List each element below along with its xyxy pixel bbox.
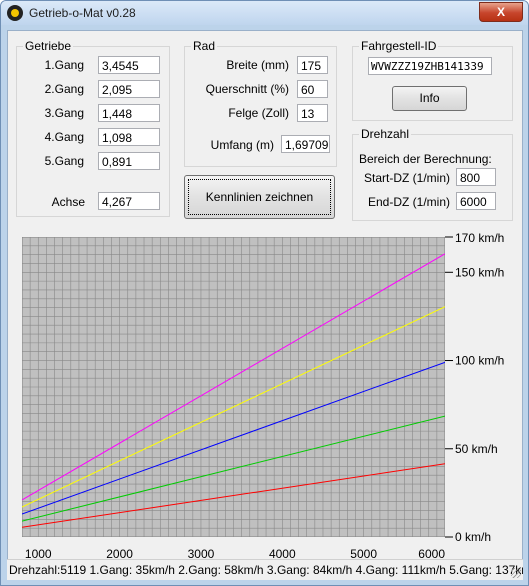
gear-2-label: 2.Gang — [44, 82, 84, 96]
kennlinien-zeichnen-button[interactable]: Kennlinien zeichnen — [184, 175, 335, 219]
x-tick-label: 4000 — [269, 547, 296, 560]
gear-2-input[interactable]: 2,095 — [98, 80, 160, 98]
getriebe-legend: Getriebe — [25, 39, 72, 53]
achse-label: Achse — [51, 195, 85, 209]
x-axis-labels: 1000 2000 3000 4000 5000 6000 — [25, 547, 445, 560]
bereich-label: Bereich der Berechnung: — [359, 152, 492, 166]
chart-axis-labels: 1000 2000 3000 4000 5000 6000 0 km/h 50 km/h 10… — [25, 231, 504, 560]
rad-legend: Rad — [193, 39, 216, 53]
rad-group: Rad — [184, 39, 337, 167]
y-tick-label: 50 km/h — [455, 442, 498, 456]
x-tick-label: 6000 — [418, 547, 445, 560]
resize-grip[interactable] — [511, 568, 521, 578]
breite-label: Breite (mm) — [226, 58, 289, 72]
speed-chart — [22, 237, 445, 537]
app-logo-icon — [7, 5, 23, 21]
start-dz-input[interactable]: 800 — [456, 168, 496, 186]
x-tick-label: 3000 — [188, 547, 215, 560]
end-dz-input[interactable]: 6000 — [456, 192, 496, 210]
fahrgestell-group: Fahrgestell-ID — [352, 39, 513, 121]
querschnitt-label: Querschnitt (%) — [205, 82, 289, 96]
status-bar: Drehzahl:5119 1.Gang: 35km/h 2.Gang: 58k… — [7, 559, 523, 580]
series-line-5 — [22, 253, 445, 501]
gear-5-input[interactable]: 0,891 — [98, 152, 160, 170]
achse-input[interactable]: 4,267 — [98, 192, 160, 210]
chart-grid — [22, 237, 445, 537]
gear-3-label: 3.Gang — [44, 106, 84, 120]
series-line-4 — [22, 306, 445, 508]
x-tick-label: 5000 — [350, 547, 377, 560]
umfang-label: Umfang (m) — [210, 138, 274, 152]
gear-3-input[interactable]: 1,448 — [98, 104, 160, 122]
title-bar: Getrieb-o-Mat v0.28 X — [1, 1, 528, 25]
gear-4-label: 4.Gang — [44, 130, 84, 144]
x-tick-label: 1000 — [25, 547, 52, 560]
close-button[interactable]: X — [479, 2, 523, 22]
breite-input[interactable]: 175 — [297, 56, 328, 74]
window-title: Getrieb-o-Mat v0.28 — [29, 6, 136, 20]
gear-5-label: 5.Gang — [44, 154, 84, 168]
y-tick-label: 170 km/h — [455, 231, 504, 245]
drehzahl-group: Drehzahl — [352, 127, 513, 221]
fahrgestell-legend: Fahrgestell-ID — [361, 39, 437, 53]
info-button[interactable]: Info — [392, 86, 467, 111]
y-tick-label: 0 km/h — [455, 530, 491, 544]
getriebe-group: Getriebe — [16, 39, 170, 217]
felge-input[interactable]: 13 — [297, 104, 328, 122]
series-line-3 — [22, 361, 445, 515]
series-line-1 — [22, 463, 445, 528]
drehzahl-legend: Drehzahl — [361, 127, 410, 141]
y-tick-label: 100 km/h — [455, 354, 504, 368]
y-tick-label: 150 km/h — [455, 265, 504, 279]
gear-1-input[interactable]: 3,4545 — [98, 56, 160, 74]
start-dz-label: Start-DZ (1/min) — [363, 171, 450, 185]
kennlinien-zeichnen-label: Kennlinien zeichnen — [185, 176, 334, 218]
chart-series — [22, 253, 445, 528]
x-tick-label: 2000 — [106, 547, 133, 560]
felge-label: Felge (Zoll) — [228, 106, 289, 120]
series-line-2 — [22, 415, 445, 522]
querschnitt-input[interactable]: 60 — [297, 80, 328, 98]
fahrgestell-id-input[interactable]: WVWZZZ19ZHB141339 — [368, 57, 492, 75]
end-dz-label: End-DZ (1/min) — [367, 195, 450, 209]
umfang-input[interactable]: 1,69709 — [281, 135, 330, 153]
y-axis-labels: 0 km/h 50 km/h 100 km/h 150 km/h 170 km/h — [445, 231, 504, 544]
gear-4-input[interactable]: 1,098 — [98, 128, 160, 146]
gear-1-label: 1.Gang — [44, 58, 84, 72]
status-text: Drehzahl:5119 1.Gang: 35km/h 2.Gang: 58k… — [9, 563, 523, 577]
